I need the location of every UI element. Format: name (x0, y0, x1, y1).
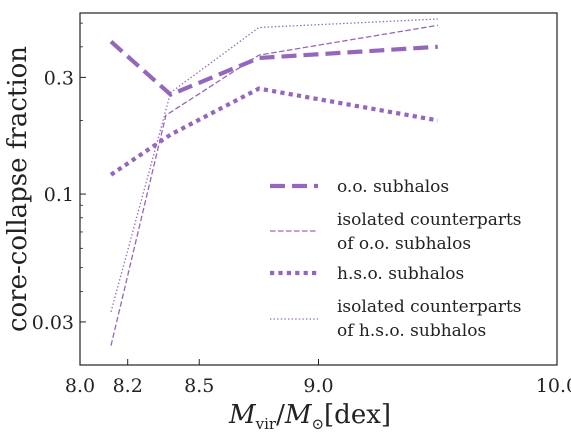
series-line-2 (110, 24, 438, 346)
x-ticks: 8.0 8.2 8.5 9.0 10.0 (65, 359, 571, 397)
series-line-3 (109, 86, 439, 177)
x-tick-label: 8.2 (113, 375, 143, 397)
series-line-1 (109, 40, 438, 98)
x-tick-label: 8.0 (65, 375, 95, 397)
legend-label: isolated counterparts (337, 210, 522, 230)
x-tick-label: 10.0 (536, 375, 571, 397)
x-tick-label: 8.5 (184, 375, 214, 397)
y-tick-label: 0.03 (32, 312, 74, 334)
legend-label-line2: of o.o. subhalos (337, 234, 471, 254)
series-line-4 (110, 18, 438, 312)
x-axis-label: Mvir/M⊙[dex] (228, 400, 391, 433)
legend-label: isolated counterparts (337, 297, 522, 317)
y-axis-label: core-collapse fraction (3, 46, 33, 332)
legend-label: h.s.o. subhalos (337, 264, 464, 284)
y-ticks: 0.03 0.1 0.3 (32, 22, 86, 366)
legend-label: o.o. subhalos (337, 177, 449, 197)
x-tick-label: 9.0 (303, 375, 333, 397)
series-layer (109, 18, 439, 346)
legend-label-line2: of h.s.o. subhalos (337, 321, 486, 341)
legend: o.o. subhalos isolated counterparts of o.o… (270, 177, 522, 341)
y-tick-label: 0.1 (44, 184, 74, 206)
y-tick-label: 0.3 (44, 67, 74, 89)
